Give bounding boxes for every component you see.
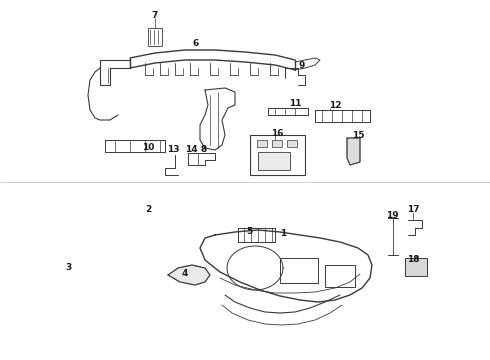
- Polygon shape: [347, 138, 360, 165]
- Text: 4: 4: [182, 269, 188, 278]
- Text: 10: 10: [142, 144, 154, 153]
- Text: 3: 3: [65, 264, 71, 273]
- Text: 11: 11: [289, 99, 301, 108]
- Bar: [250, 135, 305, 175]
- Polygon shape: [148, 28, 162, 46]
- Bar: [287, 140, 297, 147]
- Bar: [272, 140, 282, 147]
- Text: 16: 16: [271, 129, 283, 138]
- Text: 7: 7: [152, 12, 158, 21]
- Text: 6: 6: [193, 39, 199, 48]
- Text: 15: 15: [352, 131, 364, 140]
- Text: 2: 2: [145, 206, 151, 215]
- Text: 12: 12: [329, 102, 341, 111]
- Text: 13: 13: [167, 144, 179, 153]
- Bar: [325, 265, 355, 287]
- Text: 9: 9: [299, 60, 305, 69]
- Bar: [257, 140, 267, 147]
- Text: 5: 5: [246, 228, 252, 237]
- Text: 8: 8: [201, 144, 207, 153]
- Text: 14: 14: [185, 144, 197, 153]
- Bar: [280, 258, 318, 283]
- Text: 1: 1: [280, 229, 286, 238]
- Bar: [258, 152, 290, 170]
- Bar: [405, 258, 427, 276]
- Text: 19: 19: [386, 211, 398, 220]
- Polygon shape: [168, 265, 210, 285]
- Text: 18: 18: [407, 256, 419, 265]
- Text: 17: 17: [407, 206, 419, 215]
